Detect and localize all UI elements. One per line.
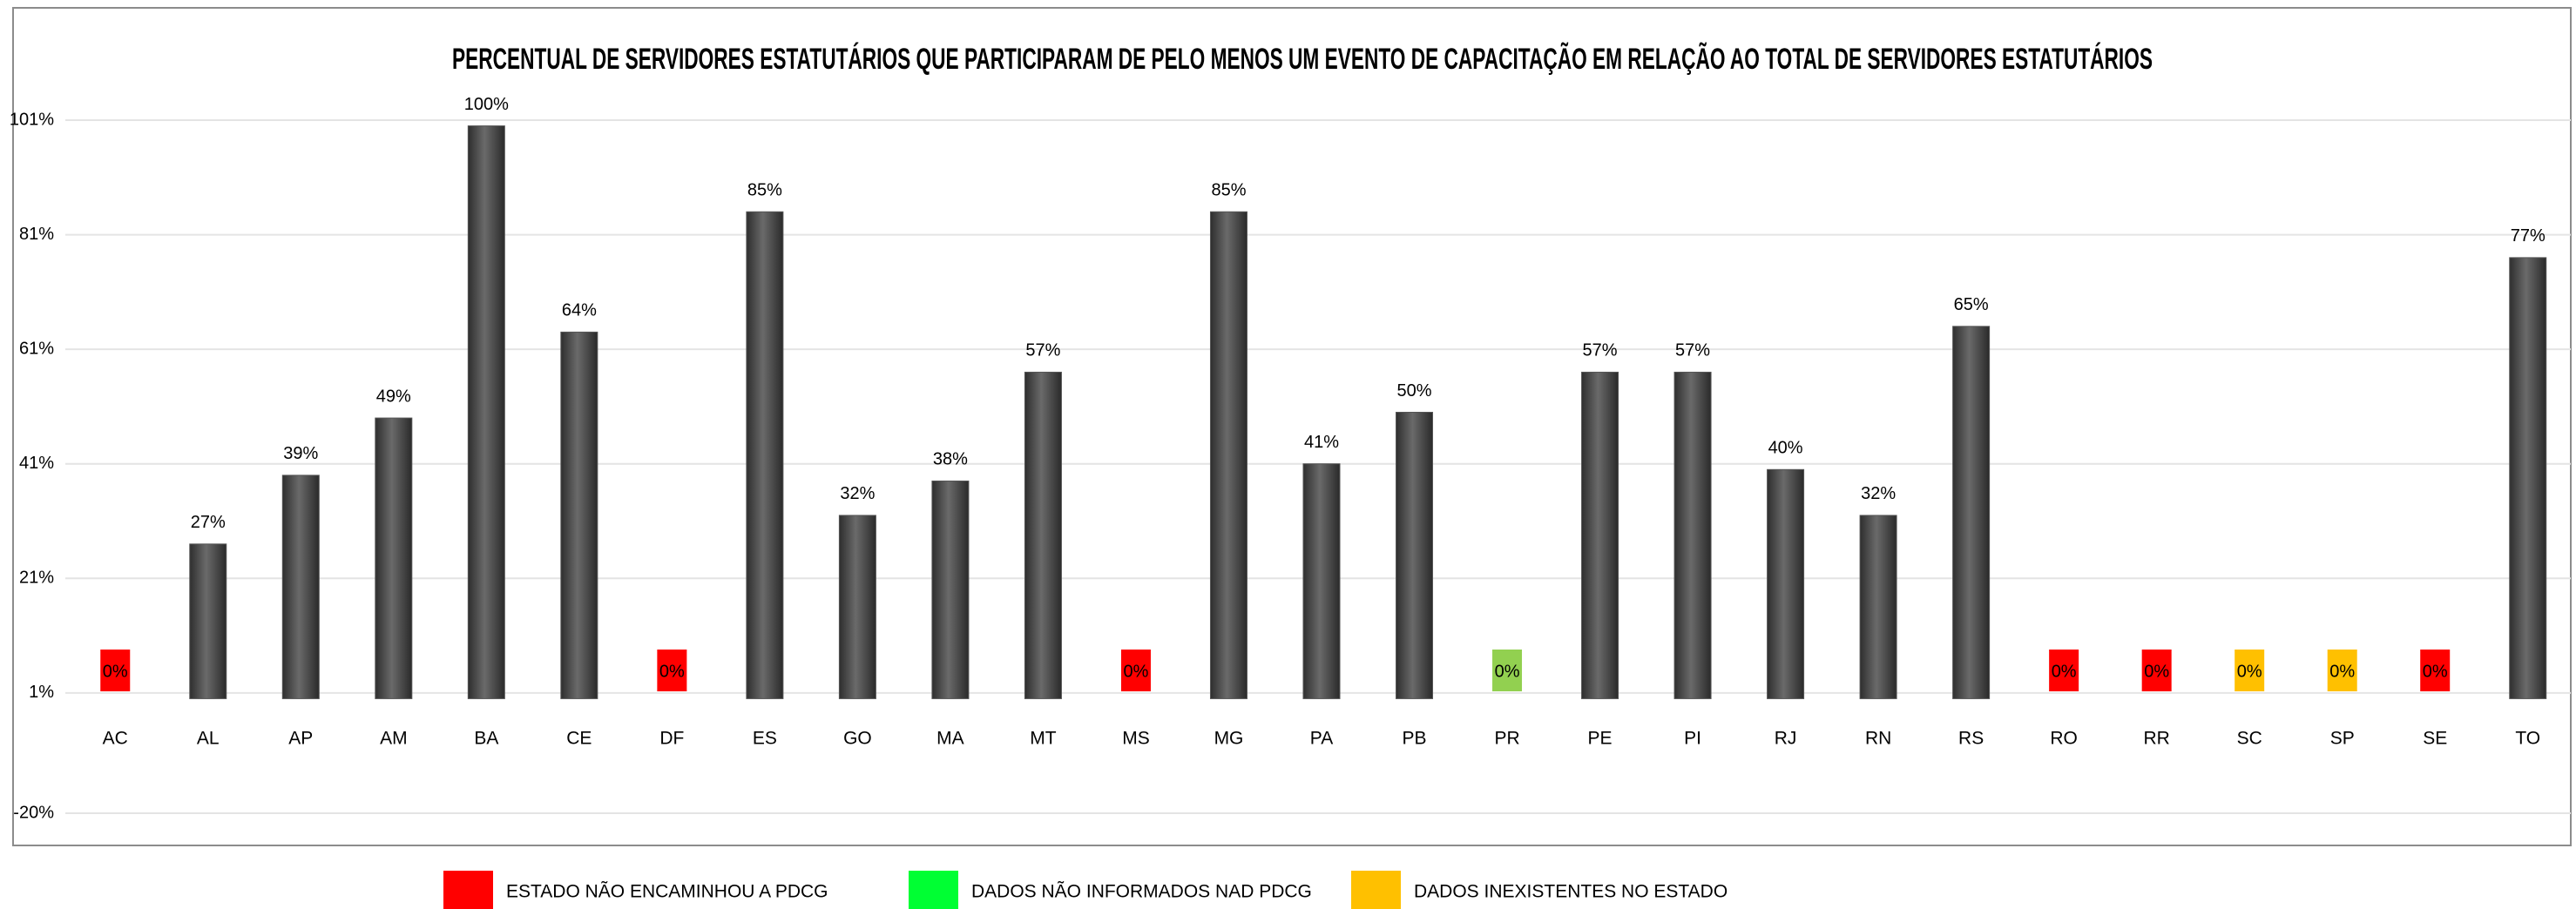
value-label: 85% xyxy=(747,181,782,200)
zero-marker xyxy=(1120,650,1151,691)
bar xyxy=(560,331,598,699)
value-label: 32% xyxy=(1861,484,1896,503)
x-tick-label: PB xyxy=(1403,729,1427,749)
value-label: 32% xyxy=(840,484,875,503)
bar xyxy=(1396,412,1434,699)
zero-marker xyxy=(2420,650,2451,691)
value-label: 0% xyxy=(2237,662,2262,681)
value-label: 40% xyxy=(1768,439,1803,458)
legend-swatch xyxy=(1351,871,1401,909)
x-tick-label: SE xyxy=(2423,729,2447,749)
zero-marker xyxy=(1492,650,1523,691)
value-label: 41% xyxy=(1304,433,1339,452)
bar xyxy=(1209,211,1247,699)
x-tick-label: SC xyxy=(2237,729,2262,749)
x-tick-label: AL xyxy=(197,729,220,749)
bar xyxy=(931,480,970,699)
value-label: 64% xyxy=(562,301,597,320)
x-tick-label: AP xyxy=(288,729,313,749)
value-label: 39% xyxy=(283,444,318,463)
value-label: 0% xyxy=(2144,662,2169,681)
y-tick-label: 1% xyxy=(29,683,54,702)
value-label: 57% xyxy=(1675,341,1710,360)
x-tick-label: TO xyxy=(2515,729,2540,749)
bar xyxy=(1024,371,1062,699)
bar xyxy=(1859,515,1897,699)
zero-marker xyxy=(100,650,131,691)
bar xyxy=(1952,326,1991,699)
y-tick-label: 41% xyxy=(19,454,54,473)
value-label: 0% xyxy=(2423,662,2448,681)
x-tick-label: MA xyxy=(936,729,964,749)
x-tick-label: GO xyxy=(843,729,872,749)
value-label: 0% xyxy=(2052,662,2077,681)
bar xyxy=(467,125,505,699)
bar xyxy=(1581,371,1619,699)
x-tick-label: SP xyxy=(2330,729,2355,749)
value-label: 49% xyxy=(376,387,411,406)
zero-marker xyxy=(2327,650,2357,691)
value-label: 77% xyxy=(2511,226,2546,246)
x-tick-label: PR xyxy=(1494,729,1519,749)
x-tick-label: RN xyxy=(1865,729,1891,749)
bar xyxy=(1673,371,1712,699)
value-label: 85% xyxy=(1211,181,1246,200)
x-tick-label: RR xyxy=(2143,729,2169,749)
bar xyxy=(2509,257,2547,699)
x-tick-label: PE xyxy=(1588,729,1613,749)
legend-label: ESTADO NÃO ENCAMINHOU A PDCG xyxy=(506,881,828,902)
chart-title: PERCENTUAL DE SERVIDORES ESTATUTÁRIOS QU… xyxy=(452,43,2153,76)
legend-label: DADOS INEXISTENTES NO ESTADO xyxy=(1414,882,1727,902)
y-tick-label: -20% xyxy=(13,803,54,822)
value-label: 0% xyxy=(1124,662,1149,681)
value-label: 0% xyxy=(103,662,128,681)
x-tick-label: PA xyxy=(1310,729,1333,749)
x-tick-label: CE xyxy=(566,729,592,749)
y-tick-label: 101% xyxy=(10,110,54,129)
x-tick-label: RJ xyxy=(1775,729,1797,749)
zero-marker xyxy=(657,650,687,691)
value-label: 0% xyxy=(2329,662,2355,681)
y-tick-label: 61% xyxy=(19,339,54,358)
zero-marker xyxy=(2049,650,2079,691)
y-tick-label: 21% xyxy=(19,569,54,588)
x-tick-label: PI xyxy=(1684,729,1701,749)
value-label: 57% xyxy=(1025,341,1060,360)
x-tick-label: AM xyxy=(380,729,408,749)
bar xyxy=(746,211,784,699)
bar xyxy=(1767,468,1805,699)
value-label: 0% xyxy=(1495,662,1520,681)
legend-label: DADOS NÃO INFORMADOS NAD PDCG xyxy=(971,881,1312,902)
x-tick-label: ES xyxy=(753,729,777,749)
x-tick-label: BA xyxy=(474,729,498,749)
legend-swatch xyxy=(443,871,493,909)
x-tick-label: RO xyxy=(2050,729,2078,749)
value-label: 38% xyxy=(933,450,968,469)
value-label: 0% xyxy=(659,662,685,681)
value-label: 100% xyxy=(464,95,509,114)
x-tick-label: RS xyxy=(1958,729,1984,749)
plot-border xyxy=(12,7,2572,846)
value-label: 27% xyxy=(191,513,226,532)
y-tick-label: 81% xyxy=(19,225,54,244)
bar xyxy=(1302,463,1341,699)
value-label: 50% xyxy=(1397,381,1432,401)
bar xyxy=(375,417,413,699)
x-tick-label: MT xyxy=(1030,729,1056,749)
legend-swatch xyxy=(909,871,958,909)
bar xyxy=(281,475,320,699)
zero-marker xyxy=(2235,650,2265,691)
bar xyxy=(189,543,227,699)
x-tick-label: MG xyxy=(1214,729,1244,749)
x-tick-label: AC xyxy=(103,729,128,749)
x-tick-label: MS xyxy=(1122,729,1150,749)
bar xyxy=(838,515,876,699)
x-tick-label: DF xyxy=(659,729,684,749)
value-label: 65% xyxy=(1954,295,1989,314)
value-label: 57% xyxy=(1583,341,1618,360)
zero-marker xyxy=(2141,650,2172,691)
